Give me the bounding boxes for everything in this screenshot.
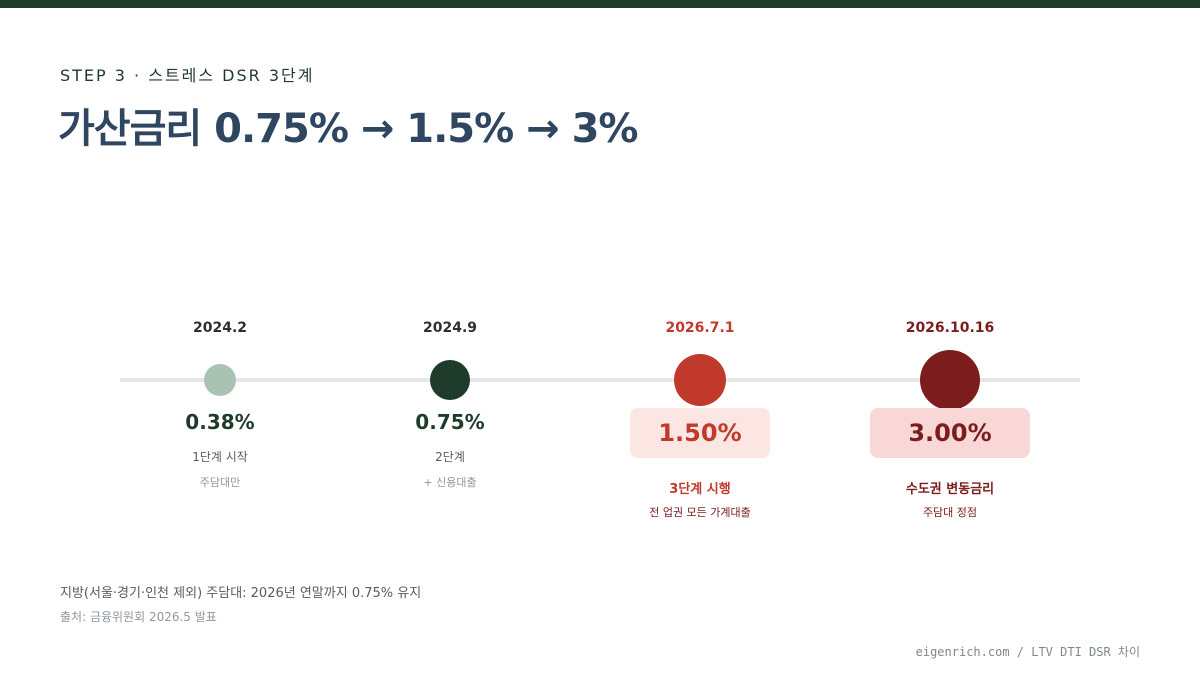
- stage-dot: [204, 364, 236, 396]
- stage-date: 2024.9: [422, 320, 478, 336]
- footnote-regional: 지방(서울·경기·인천 제외) 주담대: 2026년 연말까지 0.75% 유지: [60, 586, 422, 601]
- stage-date: 2026.10.16: [905, 320, 995, 336]
- stage-dot: [920, 350, 980, 410]
- stage-sub: 주담대 정점: [922, 506, 978, 519]
- stage-date: 2026.7.1: [665, 320, 735, 336]
- stage-rate: 0.38%: [185, 410, 255, 434]
- stage-sub: 전 업권 모든 가계대출: [649, 506, 751, 519]
- stage-label: 1단계 시작: [192, 450, 248, 464]
- site-credit: eigenrich.com / LTV DTI DSR 차이: [915, 645, 1140, 659]
- stage-label: 2단계: [435, 450, 465, 464]
- top-accent-bar: [0, 0, 1200, 8]
- eyebrow-label: STEP 3 · 스트레스 DSR 3단계: [60, 66, 315, 85]
- page-title: 가산금리 0.75% → 1.5% → 3%: [58, 106, 638, 152]
- stage-dot: [430, 360, 470, 400]
- stage-label: 3단계 시행: [669, 482, 731, 497]
- stage-rate-highlight: 3.00%: [870, 408, 1030, 458]
- stage-dot: [674, 354, 726, 406]
- stage-date: 2024.2: [192, 320, 248, 336]
- stage-label: 수도권 변동금리: [905, 482, 995, 497]
- stage-rate: 0.75%: [415, 410, 485, 434]
- stage-sub: 주담대만: [199, 476, 241, 489]
- stage-sub: + 신용대출: [423, 476, 477, 489]
- stage-rate-highlight: 1.50%: [630, 408, 770, 458]
- timeline-track: [120, 378, 1080, 382]
- footnote-source: 출처: 금융위원회 2026.5 발표: [60, 610, 217, 624]
